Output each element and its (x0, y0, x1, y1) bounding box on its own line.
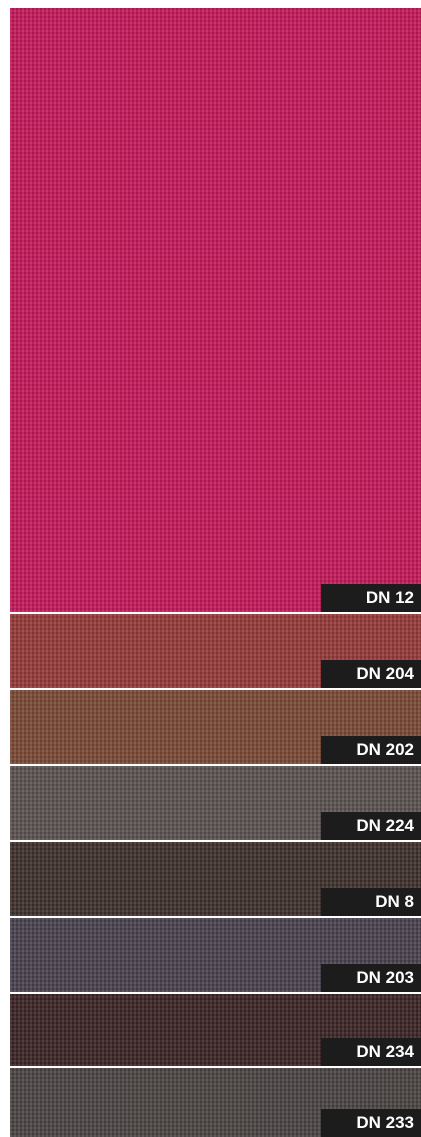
swatch-label: DN 224 (321, 812, 421, 840)
fabric-swatch[interactable]: DN 204 (10, 614, 421, 688)
fabric-swatch[interactable]: DN 8 (10, 842, 421, 916)
swatch-label: DN 234 (321, 1038, 421, 1066)
fabric-swatch[interactable]: DN 203 (10, 918, 421, 992)
fabric-swatch[interactable]: DN 224 (10, 766, 421, 840)
swatch-label: DN 8 (321, 888, 421, 916)
page: DN 12 DN 204 DN 202 DN 224 DN 8 DN 203 DN 234 D… (0, 0, 421, 1137)
swatch-label: DN 233 (321, 1109, 421, 1137)
swatch-label: DN 203 (321, 964, 421, 992)
fabric-swatch[interactable]: DN 233 (10, 1068, 421, 1137)
fabric-swatch[interactable]: DN 202 (10, 690, 421, 764)
swatch-label: DN 12 (321, 584, 421, 612)
fabric-swatch[interactable]: DN 234 (10, 994, 421, 1066)
swatch-label: DN 202 (321, 736, 421, 764)
swatch-list: DN 12 DN 204 DN 202 DN 224 DN 8 DN 203 DN 234 D… (10, 8, 421, 1137)
fabric-swatch[interactable]: DN 12 (10, 8, 421, 612)
swatch-label: DN 204 (321, 660, 421, 688)
